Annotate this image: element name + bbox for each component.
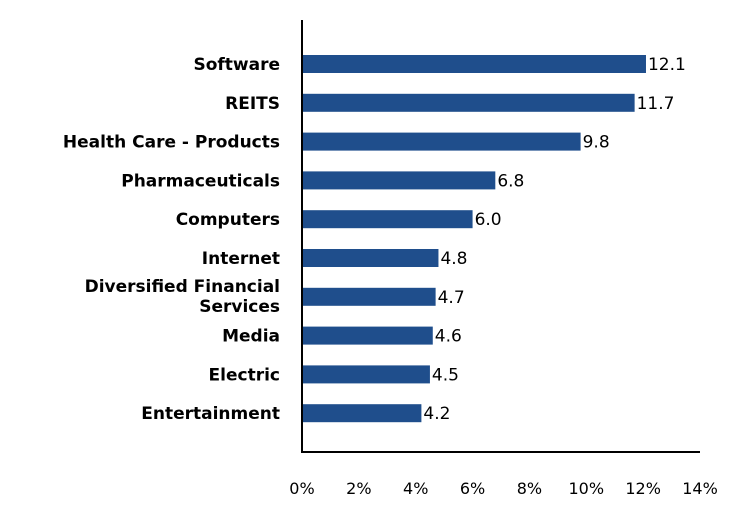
x-tick-label: 14%	[682, 479, 718, 498]
bar-value-label: 4.2	[423, 404, 450, 424]
bar	[303, 327, 433, 345]
x-tick-label: 2%	[346, 479, 371, 498]
x-tick-label: 4%	[403, 479, 428, 498]
x-tick-label: 10%	[569, 479, 605, 498]
bar	[303, 404, 421, 422]
bar-value-label: 9.8	[583, 133, 610, 153]
bar-value-label: 4.6	[435, 327, 462, 347]
bar-value-label: 4.5	[432, 365, 459, 385]
bar-value-label: 4.8	[440, 249, 467, 269]
category-label: Computers	[176, 210, 280, 230]
x-tick-label: 6%	[460, 479, 485, 498]
bar	[303, 133, 581, 151]
category-label: Software	[193, 55, 280, 75]
bar	[303, 55, 646, 73]
category-label: Diversified Financial Services	[85, 277, 280, 317]
bar	[303, 171, 495, 189]
bar	[303, 288, 436, 306]
category-labels-group: Software REITS Health Care - Products Pharm…	[63, 55, 280, 424]
bar	[303, 210, 473, 228]
category-label: Internet	[202, 249, 280, 269]
bar	[303, 249, 438, 267]
category-label: Media	[222, 327, 280, 347]
category-label: Pharmaceuticals	[121, 171, 280, 191]
bars-group	[303, 55, 646, 422]
x-tick-label: 8%	[517, 479, 542, 498]
bar-value-label: 6.8	[497, 171, 524, 191]
x-tick-label: 0%	[289, 479, 314, 498]
category-label: Entertainment	[141, 404, 280, 424]
bar-value-label: 11.7	[637, 94, 675, 114]
bar-value-label: 4.7	[438, 288, 465, 308]
x-tick-label: 12%	[625, 479, 661, 498]
bar	[303, 94, 635, 112]
bar-value-label: 12.1	[648, 55, 686, 75]
x-tick-labels-group: 0% 2% 4% 6% 8% 10% 12% 14%	[289, 479, 717, 498]
category-label: REITS	[225, 94, 280, 114]
category-label: Electric	[209, 365, 280, 385]
bar	[303, 365, 430, 383]
category-label: Health Care - Products	[63, 133, 280, 153]
bar-value-label: 6.0	[475, 210, 502, 230]
